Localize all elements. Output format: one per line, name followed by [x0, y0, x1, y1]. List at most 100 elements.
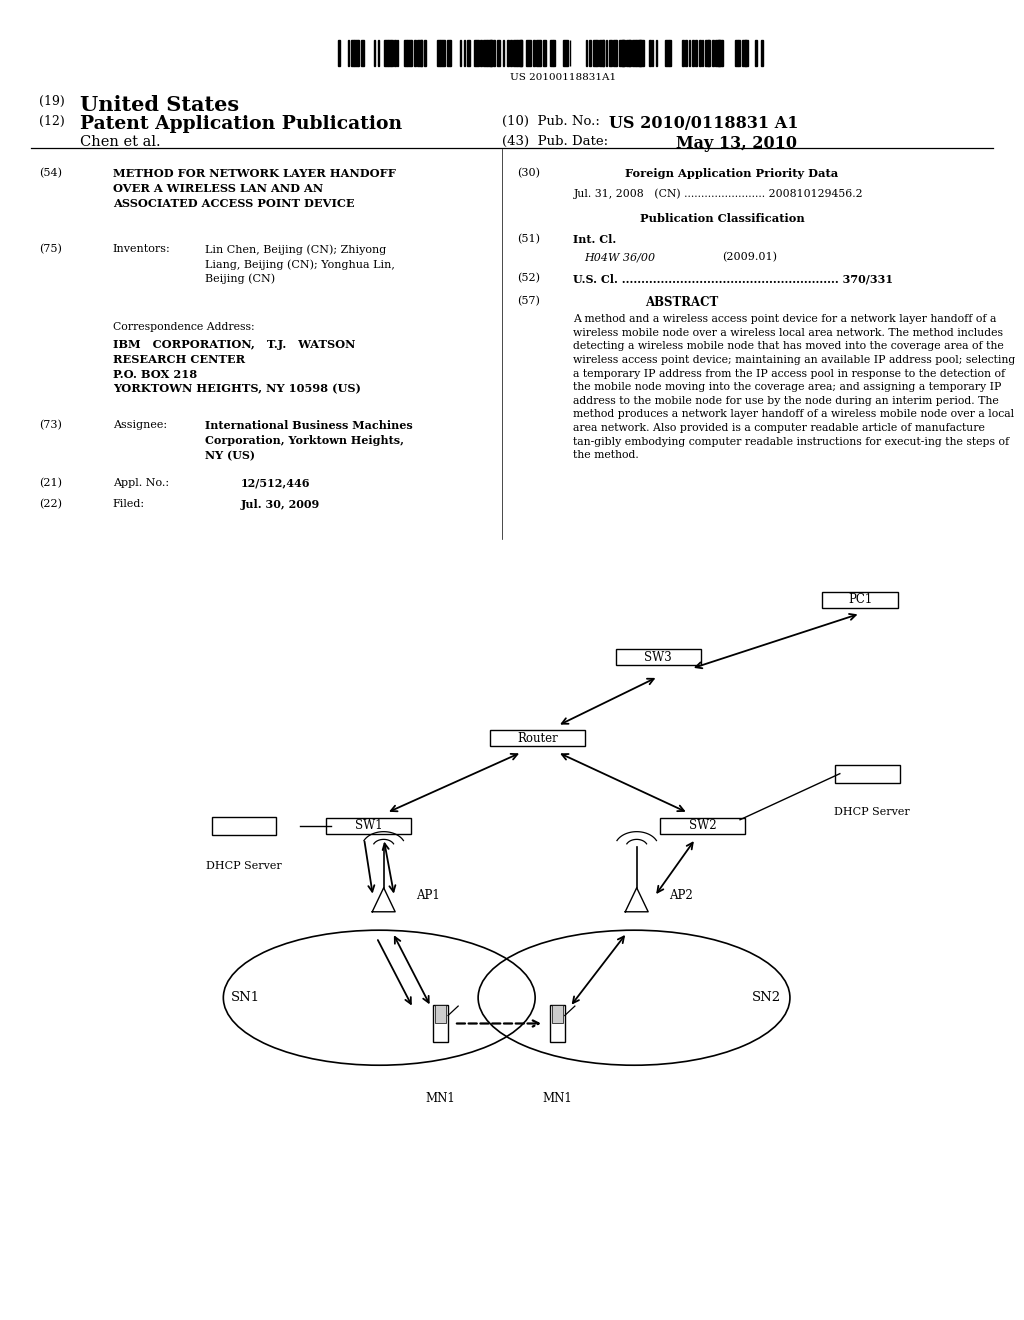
Bar: [486, 40, 492, 66]
Text: A method and a wireless access point device for a network layer handoff of a wir: A method and a wireless access point dev…: [573, 314, 1016, 461]
Bar: [464, 40, 465, 66]
Bar: [421, 40, 422, 66]
Text: Chen et al.: Chen et al.: [80, 135, 161, 149]
Text: (51): (51): [517, 234, 540, 244]
Text: (12): (12): [39, 115, 65, 128]
Text: U.S. Cl. ........................................................ 370/331: U.S. Cl. ...............................…: [573, 273, 893, 284]
Text: Correspondence Address:: Correspondence Address:: [113, 322, 254, 333]
Text: United States: United States: [80, 95, 239, 115]
Bar: [755, 40, 757, 66]
Text: May 13, 2010: May 13, 2010: [676, 135, 797, 152]
Bar: [526, 40, 531, 66]
Bar: [387, 40, 391, 66]
Bar: [636, 40, 641, 66]
Bar: [537, 40, 540, 66]
Bar: [620, 40, 624, 66]
Text: PC1: PC1: [848, 594, 872, 606]
Bar: [623, 40, 625, 66]
Bar: [354, 40, 357, 66]
Bar: [534, 40, 535, 66]
Bar: [543, 40, 547, 66]
Bar: [447, 40, 451, 66]
Bar: [738, 40, 740, 66]
Bar: [822, 593, 898, 607]
Bar: [351, 40, 354, 66]
Text: Assignee:: Assignee:: [113, 420, 167, 430]
Bar: [590, 40, 591, 66]
Text: (54): (54): [39, 168, 61, 178]
Bar: [715, 40, 720, 66]
Bar: [480, 40, 482, 66]
Bar: [516, 40, 521, 66]
Bar: [520, 40, 522, 66]
Bar: [378, 40, 379, 66]
Bar: [490, 730, 586, 746]
Text: MN1: MN1: [543, 1092, 572, 1105]
Bar: [338, 40, 340, 66]
Text: (2009.01): (2009.01): [722, 252, 777, 263]
Bar: [744, 40, 749, 66]
Bar: [615, 40, 617, 66]
Text: Appl. No.:: Appl. No.:: [113, 478, 169, 488]
Bar: [596, 40, 598, 66]
Bar: [394, 40, 396, 66]
Text: (22): (22): [39, 499, 61, 510]
Bar: [467, 40, 470, 66]
Bar: [609, 40, 611, 66]
Text: H04W 36/00: H04W 36/00: [584, 252, 654, 263]
Bar: [685, 40, 687, 66]
Bar: [435, 1005, 446, 1023]
Text: Jul. 31, 2008   (CN) ........................ 200810129456.2: Jul. 31, 2008 (CN) .....................…: [573, 189, 863, 199]
Bar: [706, 40, 710, 66]
Bar: [550, 1006, 565, 1041]
Bar: [692, 40, 694, 66]
Text: (73): (73): [39, 420, 61, 430]
Bar: [735, 40, 738, 66]
Bar: [660, 818, 745, 834]
Bar: [649, 40, 650, 66]
Text: SW2: SW2: [689, 820, 717, 833]
Text: SN2: SN2: [753, 991, 781, 1005]
Bar: [563, 40, 568, 66]
Bar: [553, 40, 555, 66]
Text: Publication Classification: Publication Classification: [640, 213, 805, 223]
Bar: [361, 40, 365, 66]
Text: SN1: SN1: [231, 991, 260, 1005]
Bar: [433, 1006, 449, 1041]
Text: Patent Application Publication: Patent Application Publication: [80, 115, 402, 133]
Bar: [593, 40, 596, 66]
Bar: [552, 1005, 562, 1023]
Bar: [615, 649, 700, 665]
Bar: [414, 40, 417, 66]
Text: SW3: SW3: [644, 651, 672, 664]
Bar: [507, 40, 509, 66]
Text: SW1: SW1: [354, 820, 382, 833]
Text: Inventors:: Inventors:: [113, 244, 170, 255]
Text: Filed:: Filed:: [113, 499, 144, 510]
Bar: [682, 40, 684, 66]
Bar: [712, 40, 714, 66]
Text: (10)  Pub. No.:: (10) Pub. No.:: [502, 115, 600, 128]
Text: AP2: AP2: [670, 890, 693, 903]
Bar: [698, 40, 700, 66]
Bar: [639, 40, 644, 66]
Text: (75): (75): [39, 244, 61, 255]
Bar: [483, 40, 486, 66]
Bar: [695, 40, 697, 66]
Bar: [212, 817, 276, 834]
Text: 12/512,446: 12/512,446: [241, 478, 310, 488]
Bar: [418, 40, 422, 66]
Text: US 2010/0118831 A1: US 2010/0118831 A1: [609, 115, 799, 132]
Bar: [602, 40, 604, 66]
Bar: [440, 40, 445, 66]
Text: MN1: MN1: [426, 1092, 456, 1105]
Text: Router: Router: [517, 731, 558, 744]
Bar: [540, 40, 542, 66]
Text: (30): (30): [517, 168, 540, 178]
Bar: [719, 40, 722, 66]
Text: (57): (57): [517, 296, 540, 306]
Bar: [384, 40, 387, 66]
Text: (52): (52): [517, 273, 540, 284]
Text: (19): (19): [39, 95, 65, 108]
Bar: [612, 40, 615, 66]
